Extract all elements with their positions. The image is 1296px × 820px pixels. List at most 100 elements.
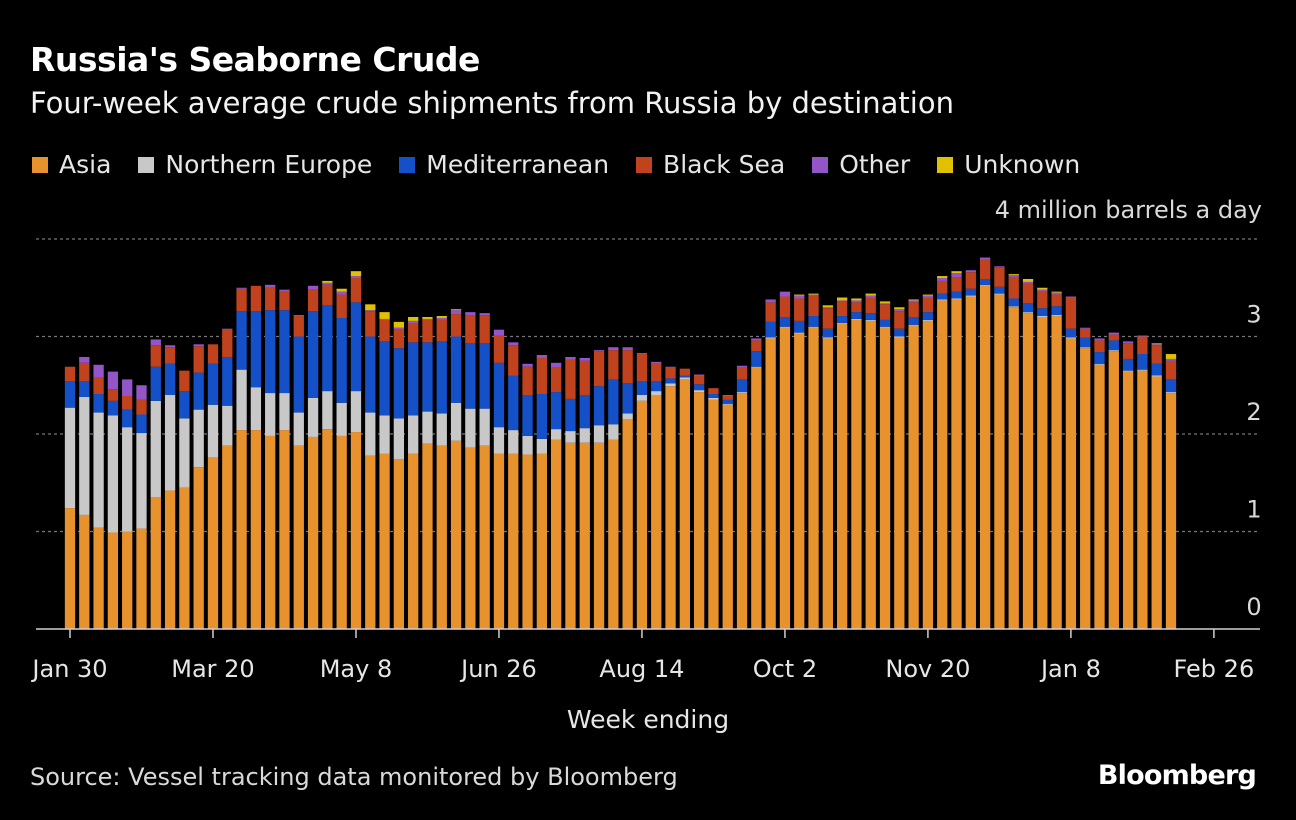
bar-segment-northern-europe	[808, 326, 819, 328]
bar-segment-northern-europe	[508, 430, 519, 454]
legend-label: Unknown	[964, 150, 1081, 179]
bar-segment-northern-europe	[150, 400, 161, 498]
chart-subtitle: Four-week average crude shipments from R…	[30, 86, 954, 120]
bar-segment-black-sea	[1122, 343, 1134, 359]
bar-segment-other	[222, 328, 233, 330]
x-tick-label: Jan 30	[30, 655, 107, 683]
bar-segment-northern-europe	[279, 393, 290, 431]
bar-segment-northern-europe	[179, 418, 190, 488]
legend-swatch	[399, 156, 416, 173]
legend-swatch	[138, 156, 155, 173]
bar-segment-unknown	[908, 299, 919, 301]
bar-segment-other	[164, 345, 176, 348]
bar-segment-other	[322, 282, 333, 285]
bar-segment-black-sea	[751, 340, 762, 352]
bar-segment-unknown	[865, 293, 876, 296]
bar-segment-northern-europe	[579, 428, 590, 443]
bar-segment-northern-europe	[636, 395, 648, 401]
bar-segment-black-sea	[265, 287, 276, 311]
bar-segment-asia	[465, 447, 476, 629]
bar-segment-mediterranean	[1037, 308, 1048, 317]
bar-segment-other	[450, 310, 462, 315]
bar-segment-mediterranean	[794, 320, 805, 333]
bar-segment-other	[508, 342, 519, 346]
bar-segment-northern-europe	[1151, 375, 1162, 377]
bar-segment-asia	[865, 320, 876, 629]
bar-segment-asia	[79, 514, 90, 629]
bar-segment-black-sea	[307, 289, 319, 312]
bar-segment-mediterranean	[822, 328, 833, 338]
bar-segment-other	[1122, 341, 1134, 344]
bar-segment-northern-europe	[1022, 312, 1034, 314]
bar-segment-mediterranean	[808, 316, 819, 327]
bar-segment-black-sea	[894, 311, 905, 329]
bar-segment-other	[79, 356, 90, 363]
bar-segment-black-sea	[193, 346, 204, 373]
bar-segment-northern-europe	[1051, 315, 1062, 317]
bar-segment-mediterranean	[536, 394, 548, 439]
bar-segment-asia	[693, 392, 705, 629]
bar-segment-other	[779, 291, 791, 297]
bar-segment-other	[279, 289, 290, 292]
bar-segment-asia	[879, 327, 891, 629]
bar-segment-other	[1165, 358, 1177, 361]
bar-segment-northern-europe	[979, 284, 991, 286]
bar-segment-asia	[679, 379, 690, 629]
bar-segment-asia	[851, 319, 862, 629]
bar-segment-northern-europe	[293, 412, 304, 446]
bar-segment-black-sea	[1151, 345, 1162, 364]
bar-segment-unknown	[894, 307, 905, 310]
bar-segment-northern-europe	[651, 391, 662, 395]
bar-segment-black-sea	[207, 344, 219, 364]
bar-segment-northern-europe	[722, 403, 733, 405]
bar-segment-other	[1080, 327, 1091, 329]
bar-segment-other	[293, 315, 304, 317]
bar-segment-northern-europe	[879, 326, 891, 328]
bar-segment-mediterranean	[608, 379, 619, 425]
bar-segment-northern-europe	[122, 427, 133, 532]
bar-segment-mediterranean	[79, 381, 90, 397]
bar-segment-black-sea	[164, 347, 176, 364]
bar-segment-unknown	[336, 288, 347, 292]
y-tick-label: 3	[1246, 301, 1261, 329]
x-tick-label: Jun 26	[459, 655, 537, 683]
bar-segment-northern-europe	[422, 411, 433, 444]
bar-segment-northern-europe	[779, 326, 791, 328]
bar-segment-asia	[708, 399, 719, 629]
bar-segment-asia	[1022, 313, 1034, 629]
bar-segment-northern-europe	[322, 391, 333, 430]
bar-segment-asia	[479, 445, 490, 629]
bar-segment-northern-europe	[937, 299, 948, 301]
bar-segment-northern-europe	[522, 435, 533, 455]
bar-segment-black-sea	[593, 351, 605, 387]
bar-segment-asia	[64, 508, 76, 629]
bar-segment-mediterranean	[350, 302, 362, 392]
bar-segment-unknown	[350, 271, 362, 277]
bar-segment-mediterranean	[1051, 306, 1062, 316]
bar-segment-black-sea	[393, 329, 405, 349]
bar-segment-black-sea	[122, 395, 133, 410]
y-tick-label: 1	[1246, 496, 1261, 524]
bar-segment-northern-europe	[379, 415, 390, 454]
bar-segment-northern-europe	[222, 405, 233, 446]
bar-segment-mediterranean	[965, 288, 976, 296]
bar-segment-unknown	[408, 317, 419, 321]
bar-segment-other	[651, 361, 662, 364]
bar-segment-other	[122, 379, 133, 396]
bar-segment-black-sea	[836, 301, 848, 317]
x-tick-label: Nov 20	[885, 655, 970, 683]
bar-segment-mediterranean	[551, 392, 562, 430]
bar-segment-northern-europe	[207, 404, 219, 458]
bar-segment-other	[622, 347, 633, 351]
bar-segment-mediterranean	[408, 342, 419, 416]
bar-segment-unknown	[322, 280, 333, 283]
bar-segment-asia	[265, 435, 276, 629]
bar-segment-northern-europe	[365, 412, 376, 456]
bar-segment-black-sea	[465, 315, 476, 344]
bar-segment-northern-europe	[593, 425, 605, 443]
bar-segment-asia	[408, 453, 419, 629]
bar-segment-mediterranean	[1065, 328, 1077, 338]
legend-item-asia: Asia	[32, 150, 111, 179]
bar-segment-black-sea	[408, 323, 419, 343]
bar-segment-mediterranean	[979, 278, 991, 285]
